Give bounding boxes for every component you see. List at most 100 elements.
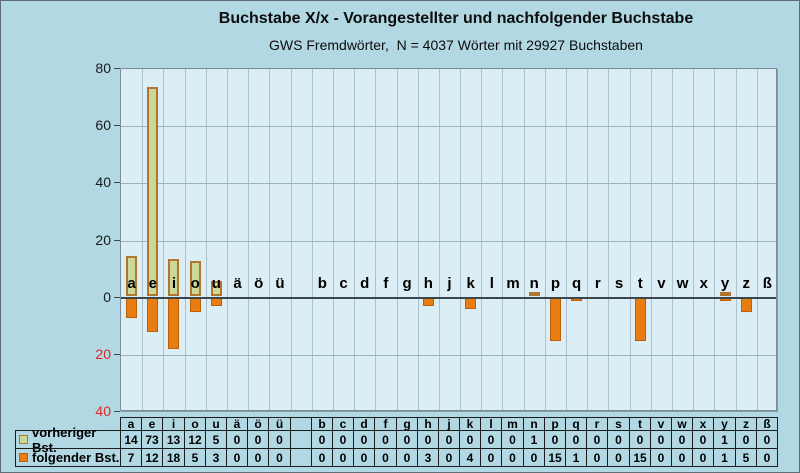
table-header-cell: w bbox=[671, 417, 693, 431]
y-tick-label: 40 bbox=[95, 174, 111, 190]
table-value-cell: 5 bbox=[205, 430, 227, 449]
bar-prev-n bbox=[528, 291, 540, 296]
table-value-cell: 0 bbox=[501, 430, 524, 449]
category-letter: a bbox=[127, 274, 136, 292]
category-letter: z bbox=[742, 274, 750, 292]
v-gridline bbox=[566, 69, 568, 410]
legend-cell-folgender: folgender Bst. bbox=[15, 448, 121, 467]
y-tick-label: 40 bbox=[95, 403, 111, 419]
bar-next-z bbox=[740, 297, 752, 312]
y-tick bbox=[114, 354, 120, 355]
v-gridline bbox=[311, 69, 313, 410]
table-header-cell: c bbox=[332, 417, 354, 431]
bar-next-a bbox=[126, 297, 138, 318]
table-value-cell: 0 bbox=[438, 430, 460, 449]
table-value-cell: 0 bbox=[735, 430, 757, 449]
h-gridline bbox=[121, 126, 776, 127]
legend-label: folgender Bst. bbox=[32, 450, 120, 465]
table-value-cell: 0 bbox=[480, 430, 502, 449]
v-gridline bbox=[544, 69, 546, 410]
table-value-cell: 0 bbox=[756, 430, 778, 449]
y-tick-label: 20 bbox=[95, 346, 111, 362]
table-value-cell: 12 bbox=[141, 448, 163, 467]
table-value-cell: 0 bbox=[565, 430, 587, 449]
category-letter: d bbox=[360, 274, 370, 292]
v-gridline bbox=[163, 69, 165, 410]
table-header-cell: d bbox=[353, 417, 375, 431]
category-letter: k bbox=[466, 274, 475, 292]
category-letter: ß bbox=[762, 274, 772, 292]
category-letter: r bbox=[594, 274, 601, 292]
folgender-swatch-icon bbox=[19, 453, 28, 462]
category-letter: s bbox=[614, 274, 624, 292]
category-letter: f bbox=[383, 274, 389, 292]
v-gridline bbox=[248, 69, 250, 410]
table-value-cell: 0 bbox=[438, 448, 460, 467]
v-gridline bbox=[184, 69, 186, 410]
table-value-cell: 0 bbox=[311, 448, 333, 467]
h-gridline bbox=[121, 241, 776, 242]
table-value-cell: 5 bbox=[735, 448, 757, 467]
category-letter: b bbox=[317, 274, 327, 292]
v-gridline bbox=[438, 69, 440, 410]
table-header-cell: v bbox=[650, 417, 672, 431]
table-value-cell: 1 bbox=[523, 430, 545, 449]
table-header-cell: b bbox=[311, 417, 333, 431]
table-header-cell: q bbox=[565, 417, 587, 431]
v-gridline bbox=[481, 69, 483, 410]
table-value-cell: 0 bbox=[396, 448, 418, 467]
table-value-cell: 0 bbox=[586, 430, 608, 449]
table-value-cell: 0 bbox=[671, 430, 693, 449]
v-gridline bbox=[756, 69, 758, 410]
table-header-cell: ü bbox=[268, 417, 291, 431]
table-value-cell: 15 bbox=[629, 448, 651, 467]
bar-prev-i bbox=[168, 258, 180, 296]
category-letter: q bbox=[572, 274, 582, 292]
table-value-cell: 0 bbox=[650, 448, 672, 467]
table-value-cell: 0 bbox=[523, 448, 545, 467]
table-value-cell: 12 bbox=[184, 430, 206, 449]
v-gridline bbox=[375, 69, 377, 410]
category-letter: x bbox=[699, 274, 708, 292]
v-gridline bbox=[269, 69, 271, 410]
table-header-cell: a bbox=[120, 417, 142, 431]
table-header-cell: p bbox=[544, 417, 566, 431]
table-value-cell: 0 bbox=[629, 430, 651, 449]
table-value-cell: 0 bbox=[311, 430, 333, 449]
table-value-cell: 1 bbox=[565, 448, 587, 467]
v-gridline bbox=[396, 69, 398, 410]
table-value-cell: 0 bbox=[247, 448, 269, 467]
category-letter: t bbox=[637, 274, 643, 292]
v-gridline bbox=[460, 69, 462, 410]
table-header-cell: i bbox=[162, 417, 185, 431]
legend-label: vorheriger Bst. bbox=[32, 424, 97, 455]
y-tick bbox=[114, 240, 120, 241]
h-gridline bbox=[121, 183, 776, 184]
y-tick bbox=[114, 297, 120, 298]
y-tick bbox=[114, 411, 120, 412]
table-value-cell: 0 bbox=[756, 448, 778, 467]
table-value-cell: 0 bbox=[692, 430, 714, 449]
h-gridline bbox=[121, 355, 776, 356]
v-gridline bbox=[332, 69, 334, 410]
y-tick-label: 80 bbox=[95, 60, 111, 76]
category-letter: w bbox=[676, 274, 689, 292]
table-value-cell: 0 bbox=[459, 430, 481, 449]
v-gridline bbox=[714, 69, 716, 410]
table-header-cell: k bbox=[459, 417, 481, 431]
table-value-cell: 0 bbox=[544, 430, 566, 449]
table-value-cell bbox=[290, 448, 312, 467]
category-letter: v bbox=[657, 274, 666, 292]
table-value-cell: 0 bbox=[247, 430, 269, 449]
table-value-cell: 0 bbox=[374, 430, 397, 449]
table-header-cell: ä bbox=[226, 417, 248, 431]
category-letter: y bbox=[720, 274, 730, 292]
table-value-cell: 14 bbox=[120, 430, 142, 449]
table-header-cell: l bbox=[480, 417, 502, 431]
table-value-cell: 0 bbox=[332, 448, 354, 467]
table-value-cell: 0 bbox=[268, 430, 291, 449]
vorheriger-swatch-icon bbox=[19, 435, 28, 444]
table-value-cell: 3 bbox=[205, 448, 227, 467]
chart-subtitle: GWS Fremdwörter, N = 4037 Wörter mit 299… bbox=[269, 37, 643, 53]
table-value-cell: 0 bbox=[417, 430, 439, 449]
